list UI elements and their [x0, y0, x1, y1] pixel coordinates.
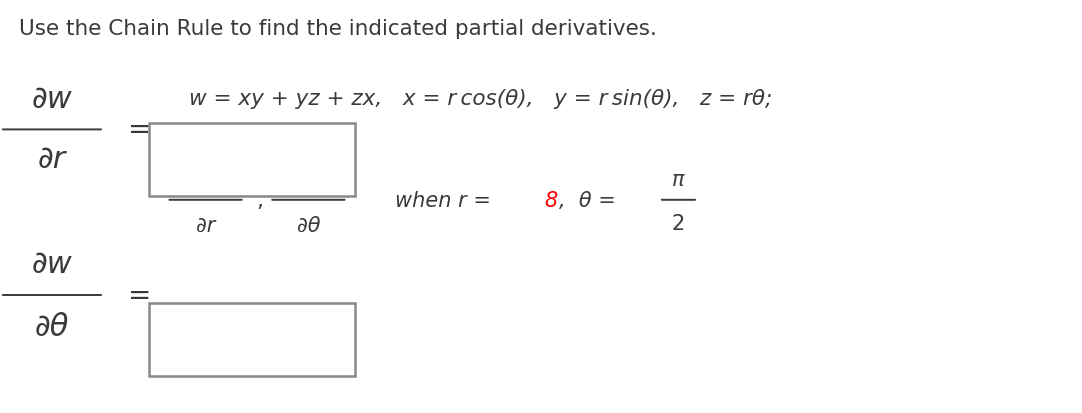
Text: =: = [128, 116, 151, 144]
Text: Use the Chain Rule to find the indicated partial derivatives.: Use the Chain Rule to find the indicated… [19, 19, 658, 38]
Text: when r =: when r = [395, 190, 498, 210]
Text: ∂θ: ∂θ [296, 215, 320, 235]
Text: ,  θ =: , θ = [559, 190, 623, 210]
FancyBboxPatch shape [149, 124, 355, 196]
Text: ∂w: ∂w [294, 166, 322, 185]
Text: 2: 2 [672, 213, 685, 233]
Text: =: = [128, 281, 151, 309]
Text: ∂r: ∂r [38, 145, 66, 173]
Text: ∂w: ∂w [192, 166, 220, 185]
Text: ,: , [256, 190, 263, 210]
Text: ∂r: ∂r [196, 215, 215, 235]
Text: ∂w: ∂w [31, 85, 72, 114]
Text: ∂w: ∂w [31, 250, 72, 279]
Text: 8: 8 [544, 190, 557, 210]
Text: π: π [672, 170, 685, 190]
Text: w = xy + yz + zx,   x = r cos(θ),   y = r sin(θ),   z = rθ;: w = xy + yz + zx, x = r cos(θ), y = r si… [189, 89, 773, 109]
FancyBboxPatch shape [149, 304, 355, 376]
Text: ∂θ: ∂θ [35, 312, 69, 341]
